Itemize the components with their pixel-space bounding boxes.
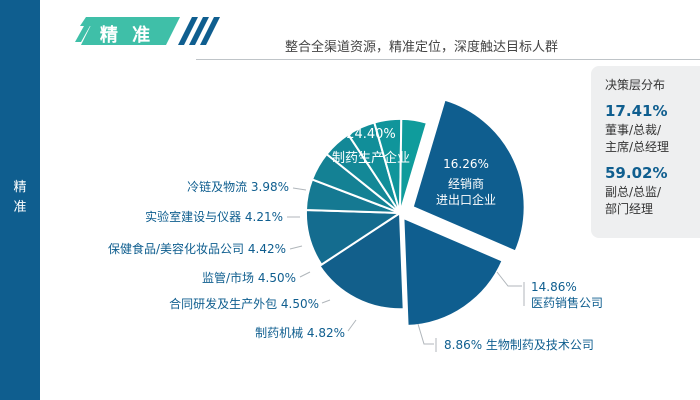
pie-slice: [318, 211, 405, 311]
leader-line: [292, 187, 307, 191]
stat-value: 59.02%: [605, 164, 668, 182]
slice-label: 经销商: [448, 176, 484, 191]
page-title: 精 准: [99, 25, 155, 46]
header-divider: [196, 59, 700, 60]
stat-desc: 副总/总监/: [605, 185, 662, 199]
pie-slice: [399, 117, 429, 214]
slice-label: 16.26%: [443, 157, 489, 171]
slice-label: 冷链及物流 3.98%: [187, 179, 289, 194]
slice-label: 监管/市场 4.50%: [202, 270, 296, 285]
card-title: 决策层分布: [605, 78, 666, 92]
side-tab-label-2: 准: [13, 200, 27, 215]
slice-label: 保健食品/美容化妆品公司 4.42%: [108, 241, 286, 256]
leader-line: [417, 323, 434, 345]
title-accent-stripe: [178, 17, 198, 45]
title-accent-stripe: [75, 17, 95, 42]
slice-label: 进出口企业: [436, 192, 496, 207]
title-banner: [81, 17, 180, 45]
header-banner: [75, 17, 220, 45]
leader-line: [299, 271, 311, 278]
pie-slice: [402, 216, 504, 327]
side-tab-label-1: 精: [13, 180, 27, 195]
slice-label: 14.86%: [531, 280, 577, 294]
page-subtitle: 整合全渠道资源，精准定位，深度触达目标人群: [285, 40, 559, 55]
leader-line: [289, 245, 303, 250]
slice-label: 实验室建设与仪器 4.21%: [145, 209, 283, 224]
stat-desc: 主席/总经理: [605, 140, 670, 154]
leader-line: [496, 271, 522, 287]
slice-label: 8.86% 生物制药及技术公司: [444, 338, 594, 352]
decision-maker-card: 决策层分布 17.41% 董事/总裁/ 主席/总经理 59.02% 副总/总监/…: [591, 66, 700, 238]
leader-line: [347, 319, 357, 332]
title-accent-stripe: [189, 17, 209, 45]
slice-label: 制药机械 4.82%: [255, 325, 345, 340]
stat-value: 17.41%: [605, 102, 668, 120]
slice-label: 医药销售公司: [531, 295, 603, 310]
slice-label: 24.40%: [346, 127, 396, 142]
stat-desc: 部门经理: [605, 202, 654, 216]
header: 精 准 整合全渠道资源，精准定位，深度触达目标人群: [40, 0, 700, 60]
leader-line: [321, 299, 331, 304]
title-accent-stripe: [200, 17, 220, 45]
side-tab: 精 准: [0, 0, 40, 400]
pie-slice: [411, 98, 526, 253]
slice-label: 合同研发及生产外包 4.50%: [169, 296, 319, 311]
slice-label: 制药生产企业: [332, 150, 410, 166]
stat-desc: 董事/总裁/: [605, 123, 662, 137]
